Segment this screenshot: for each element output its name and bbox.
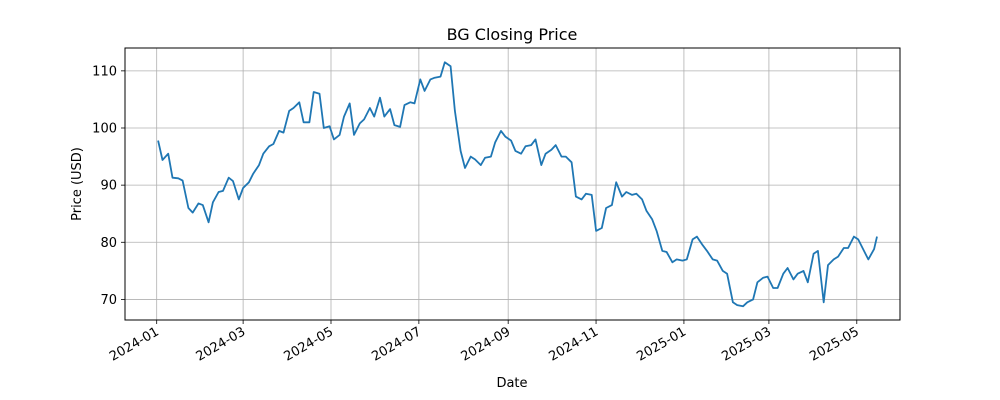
x-tick-label: 2025-01 <box>634 324 689 364</box>
y-tick-label: 80 <box>100 236 117 251</box>
series-layer <box>157 61 878 308</box>
x-tick-label: 2024-01 <box>107 324 162 364</box>
x-tick-label: 2024-09 <box>459 324 514 364</box>
y-axis: 70 80 90 100 110 <box>92 64 125 308</box>
x-axis-label: Date <box>496 376 527 391</box>
y-tick-label: 100 <box>92 122 117 137</box>
y-tick-label: 90 <box>100 179 117 194</box>
x-tick-label: 2024-03 <box>194 324 249 364</box>
y-tick-label: 70 <box>100 293 117 308</box>
x-tick-label: 2024-07 <box>369 324 424 364</box>
price-line <box>157 61 878 308</box>
x-tick-label: 2025-05 <box>807 324 862 364</box>
x-axis: 2024-01 2024-03 2024-05 2024-07 2024-09 2024-… <box>107 320 862 365</box>
chart-title: BG Closing Price <box>447 25 578 44</box>
x-tick-label: 2024-11 <box>547 324 602 364</box>
y-tick-label: 110 <box>92 64 117 79</box>
x-tick-label: 2025-03 <box>719 324 774 364</box>
x-tick-label: 2024-05 <box>281 324 336 364</box>
grid <box>125 48 900 320</box>
plot-frame <box>124 47 901 321</box>
y-axis-label: Price (USD) <box>70 147 85 221</box>
